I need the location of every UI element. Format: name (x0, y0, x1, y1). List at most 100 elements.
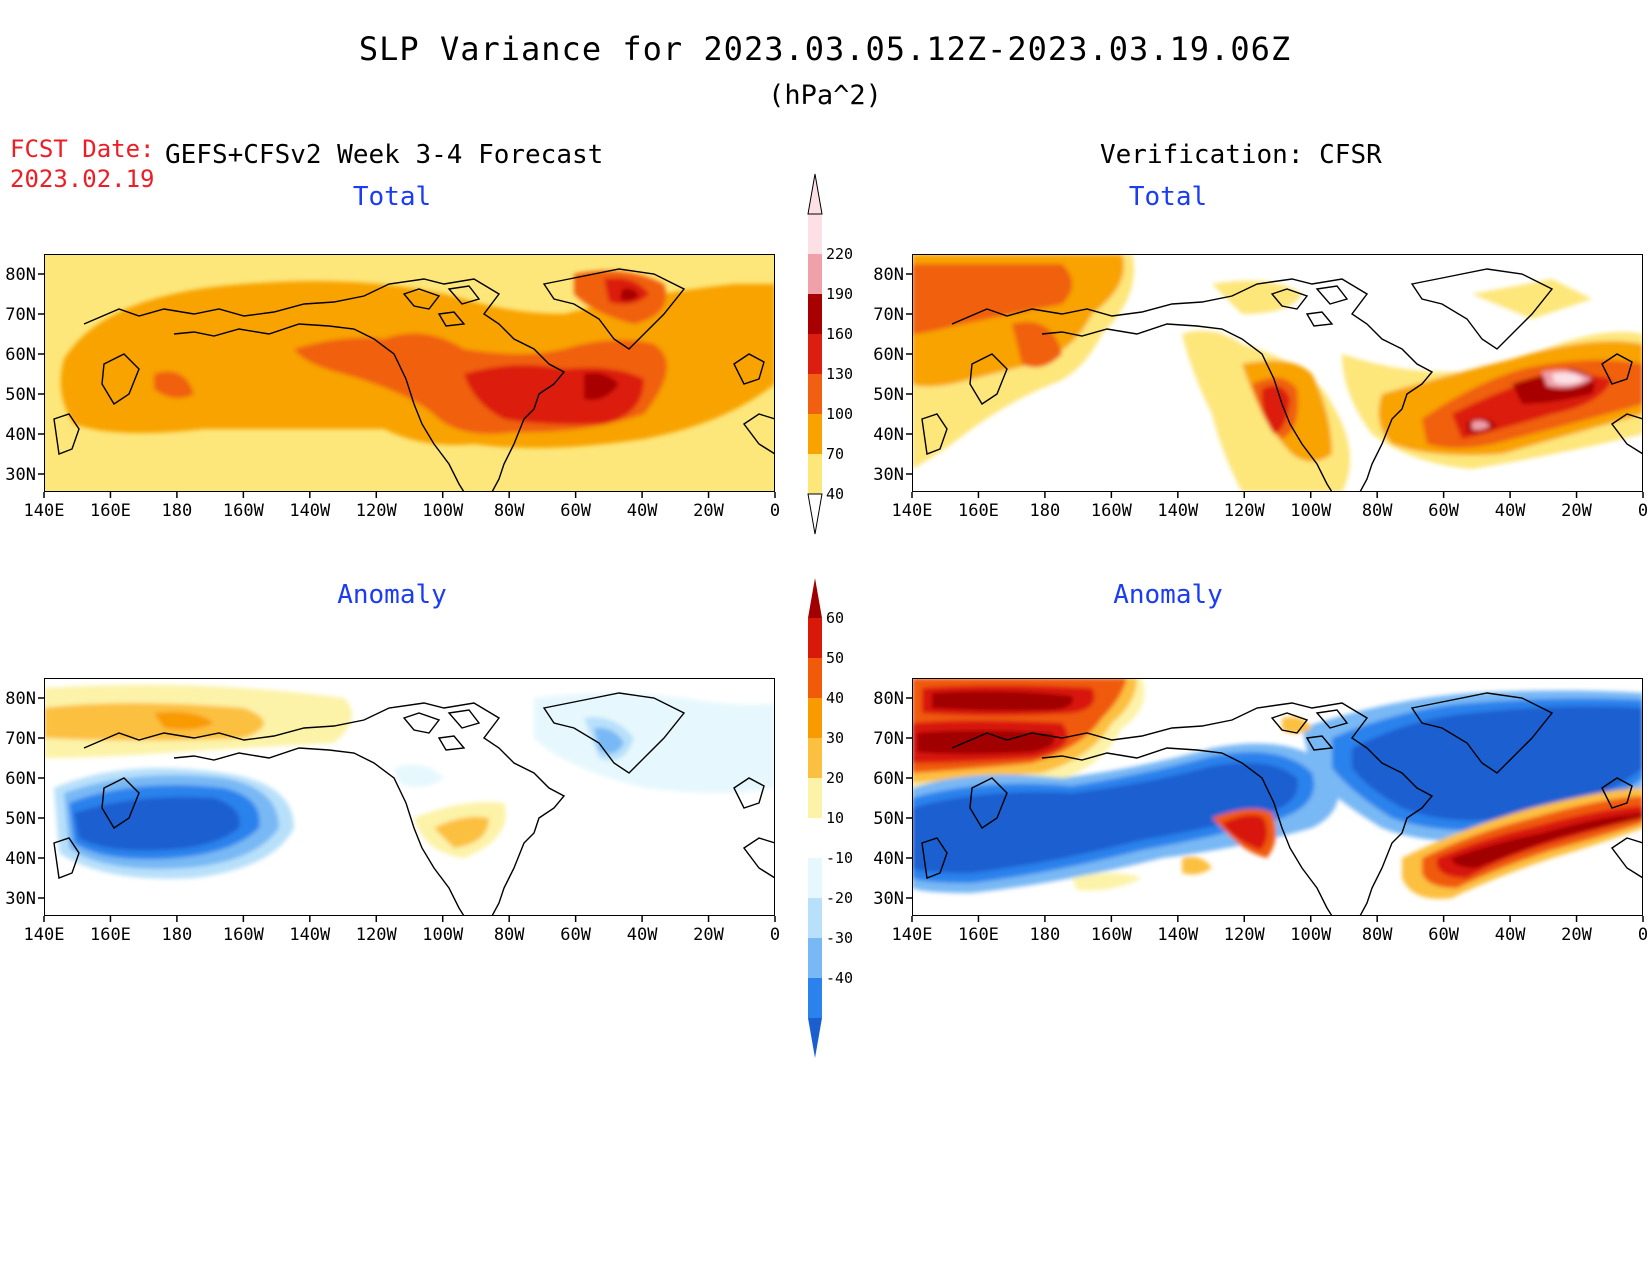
lat-label-fcst-anom: 80N (5, 689, 36, 709)
lon-label-fcst-anom: 80W (494, 925, 525, 945)
lon-label-verif-total: 0 (1638, 501, 1648, 521)
lat-label-verif-anom: 70N (873, 729, 904, 749)
colorbar-anom-label: 40 (826, 689, 844, 707)
colorbar-anom-label: 50 (826, 649, 844, 667)
axis-labels: 140E 160E 180 160W 140W 120W 100W 80W 60W 40W 20W 0… (5, 265, 1648, 945)
colorbar-anom-label: -20 (826, 889, 853, 907)
lon-label-fcst-total: 160E (90, 501, 131, 521)
lon-label-fcst-total: 120W (356, 501, 398, 521)
lon-label-verif-total: 100W (1290, 501, 1332, 521)
map-verif-total (912, 254, 1643, 492)
lon-label-fcst-total: 0 (770, 501, 780, 521)
colorbar-anom-swatch (808, 658, 822, 698)
lat-label-verif-anom: 30N (873, 889, 904, 909)
lon-label-verif-anom: 80W (1362, 925, 1393, 945)
colorbar-anom-label: 10 (826, 809, 844, 827)
colorbar-anom-arrow-high (808, 578, 822, 618)
lat-label-verif-anom: 80N (873, 689, 904, 709)
fcst-date-value: 2023.02.19 (10, 165, 155, 193)
lon-label-verif-total: 140E (892, 501, 933, 521)
lat-label-fcst-total: 60N (5, 345, 36, 365)
colorbar-anom-swatch (808, 698, 822, 738)
lon-label-fcst-anom: 140W (289, 925, 331, 945)
lat-label-verif-total: 80N (873, 265, 904, 285)
lat-label-fcst-total: 80N (5, 265, 36, 285)
colorbar-anom-label: -40 (826, 969, 853, 987)
lon-label-verif-total: 180 (1030, 501, 1061, 521)
lon-label-verif-total: 140W (1157, 501, 1199, 521)
fcst-date-block: FCST Date: 2023.02.19 (10, 134, 155, 194)
main-title: SLP Variance for 2023.03.05.12Z-2023.03.… (358, 30, 1292, 68)
lon-label-verif-anom: 160W (1091, 925, 1133, 945)
colorbar-total-swatch (808, 454, 822, 494)
colorbar-anom-swatch (808, 818, 822, 858)
colorbar-anom-label: 60 (826, 609, 844, 627)
lat-label-fcst-anom: 70N (5, 729, 36, 749)
colorbar-total-arrow-low (807, 493, 823, 535)
colorbar-total: 40 70 100 130 160 190 220 (807, 173, 853, 535)
colorbar-total-label: 160 (826, 325, 853, 343)
lat-label-fcst-anom: 40N (5, 849, 36, 869)
colorbar-total-swatch (808, 214, 822, 254)
lon-label-verif-total: 80W (1362, 501, 1393, 521)
lon-label-fcst-anom: 160E (90, 925, 131, 945)
colorbar-total-label: 130 (826, 365, 853, 383)
colorbar-total-swatch (808, 334, 822, 374)
colorbar-anom-label: 30 (826, 729, 844, 747)
lat-label-fcst-anom: 30N (5, 889, 36, 909)
colorbar-total-swatch (808, 374, 822, 414)
lon-label-fcst-total: 80W (494, 501, 525, 521)
colorbar-total-arrow-high (807, 173, 823, 215)
lat-label-verif-total: 40N (873, 425, 904, 445)
colorbar-total-label: 220 (826, 245, 853, 263)
colorbar-anom-swatch (808, 618, 822, 658)
lat-label-verif-anom: 50N (873, 809, 904, 829)
lon-label-fcst-total: 100W (422, 501, 464, 521)
lon-label-fcst-anom: 0 (770, 925, 780, 945)
lon-label-fcst-total: 40W (627, 501, 658, 521)
lon-label-verif-anom: 60W (1428, 925, 1459, 945)
colorbar-anom-swatch (808, 778, 822, 818)
colorbar-anom-swatch (808, 978, 822, 1018)
lat-label-fcst-anom: 50N (5, 809, 36, 829)
panel-title-verif-total: Total (1128, 182, 1208, 212)
lon-label-verif-anom: 100W (1290, 925, 1332, 945)
lon-label-fcst-anom: 180 (162, 925, 193, 945)
lat-label-verif-total: 60N (873, 345, 904, 365)
lat-label-verif-total: 30N (873, 465, 904, 485)
panel-title-fcst-anom: Anomaly (337, 580, 447, 610)
lon-label-fcst-total: 60W (560, 501, 591, 521)
colorbar-anom-label: -30 (826, 929, 853, 947)
lon-label-fcst-anom: 60W (560, 925, 591, 945)
colorbar-total-swatch (808, 294, 822, 334)
lon-label-fcst-anom: 140E (24, 925, 65, 945)
main-units: (hPa^2) (768, 80, 882, 111)
lon-label-verif-total: 60W (1428, 501, 1459, 521)
colorbar-anom-label: 20 (826, 769, 844, 787)
colorbar-anom-swatch (808, 898, 822, 938)
colorbar-total-label: 100 (826, 405, 853, 423)
colorbar-anom-label: -10 (826, 849, 853, 867)
lat-label-fcst-anom: 60N (5, 769, 36, 789)
lon-label-fcst-total: 140W (289, 501, 331, 521)
lon-label-verif-total: 40W (1495, 501, 1526, 521)
lon-label-verif-anom: 160E (958, 925, 999, 945)
lon-label-verif-total: 20W (1561, 501, 1592, 521)
map-fcst-anom (44, 678, 775, 916)
lon-label-verif-anom: 140E (892, 925, 933, 945)
lat-label-verif-anom: 60N (873, 769, 904, 789)
lon-label-fcst-anom: 100W (422, 925, 464, 945)
lon-label-verif-total: 160E (958, 501, 999, 521)
lon-label-fcst-anom: 160W (223, 925, 265, 945)
lat-label-verif-total: 70N (873, 305, 904, 325)
colorbar-total-swatch (808, 414, 822, 454)
lon-label-verif-anom: 0 (1638, 925, 1648, 945)
lat-label-verif-anom: 40N (873, 849, 904, 869)
lon-label-fcst-anom: 40W (627, 925, 658, 945)
lon-label-verif-anom: 40W (1495, 925, 1526, 945)
panel-title-fcst-total: Total (352, 182, 432, 212)
colorbar-total-label: 70 (826, 445, 844, 463)
map-fcst-total (44, 254, 775, 492)
lon-label-verif-anom: 20W (1561, 925, 1592, 945)
